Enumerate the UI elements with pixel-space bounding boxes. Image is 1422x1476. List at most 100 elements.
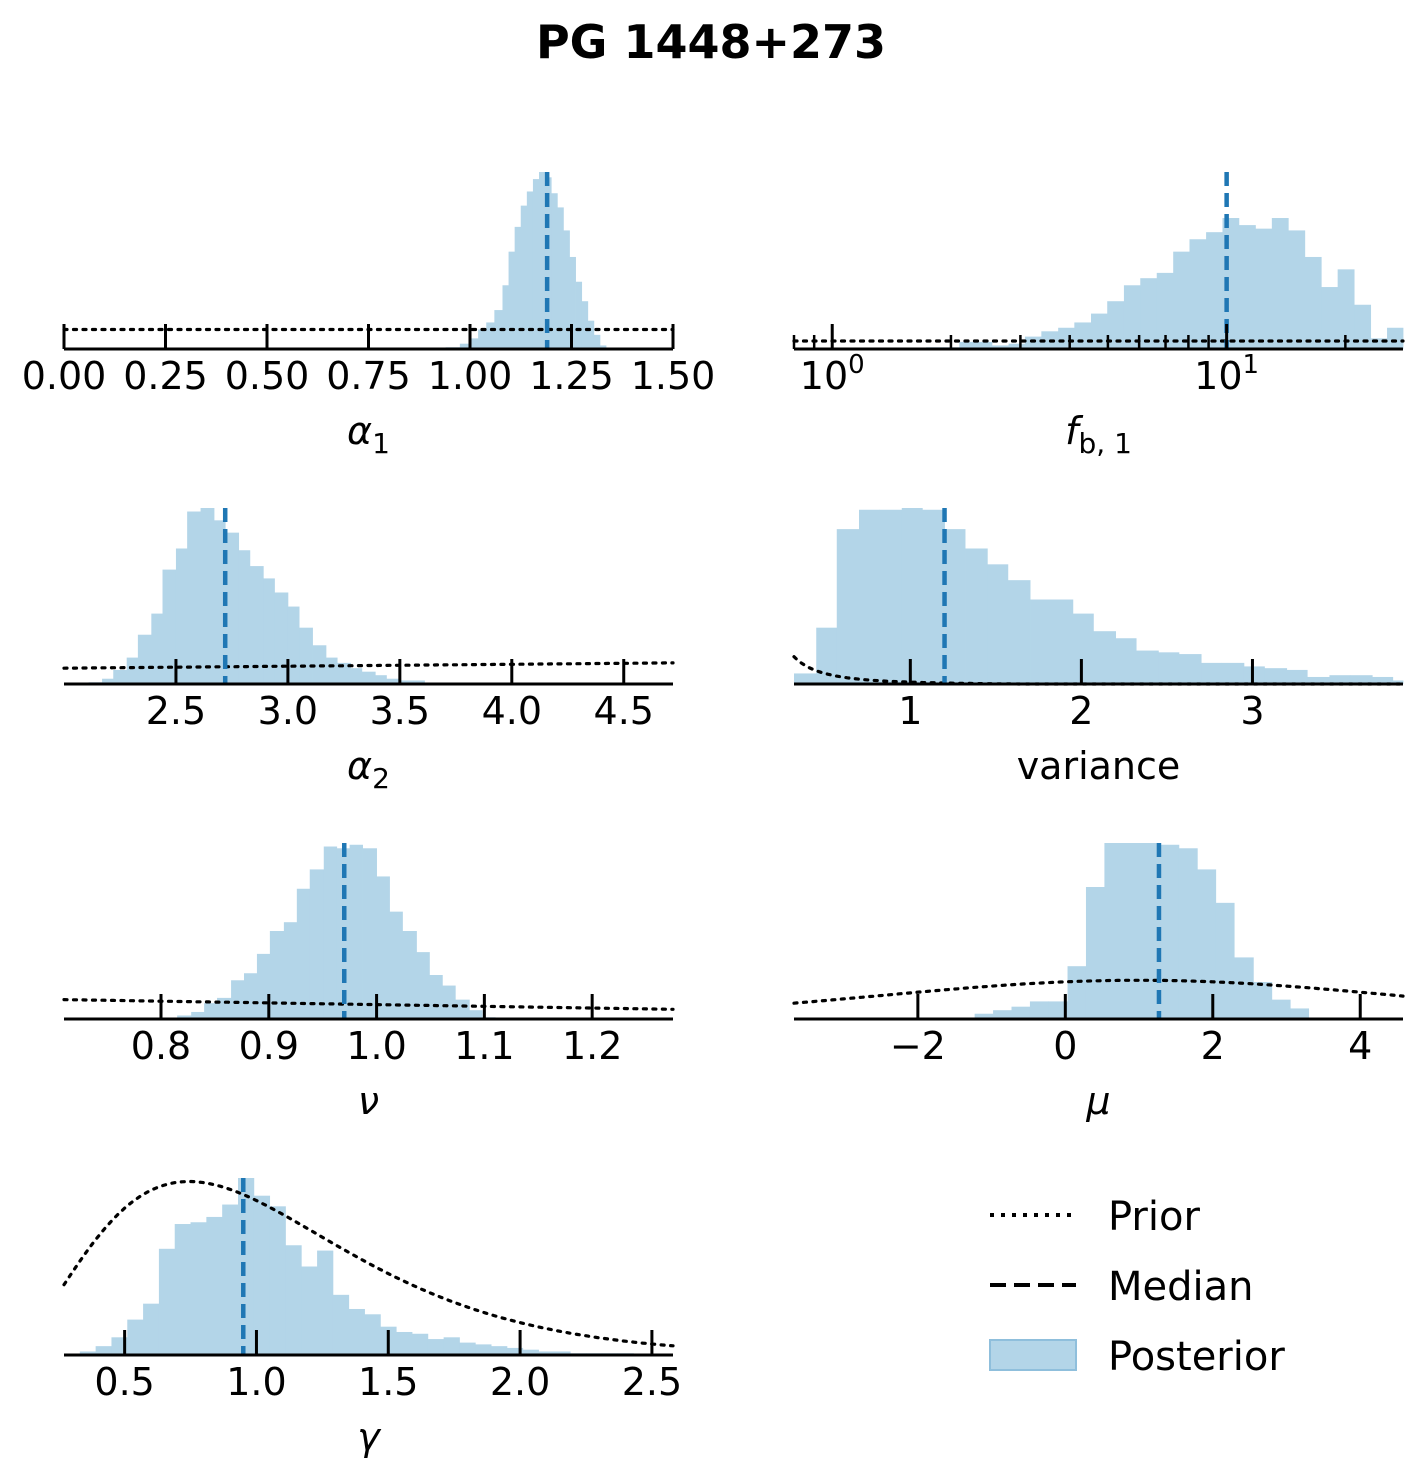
posterior-bar: [158, 1248, 176, 1355]
posterior-bar: [389, 911, 403, 1019]
posterior-bar: [1201, 662, 1223, 684]
posterior-bar: [491, 1346, 508, 1355]
posterior-bar: [1307, 676, 1330, 684]
posterior-bar: [1104, 843, 1124, 1019]
posterior-bar: [459, 343, 471, 349]
posterior-bar: [249, 566, 264, 684]
posterior-bar: [332, 1294, 350, 1355]
posterior-bar: [427, 1339, 445, 1355]
posterior-bar: [1173, 251, 1190, 349]
posterior-bar: [1238, 225, 1256, 349]
posterior-bar: [162, 569, 177, 684]
x-tick-label: 1.50: [631, 354, 716, 398]
posterior-bar: [1090, 313, 1108, 349]
posterior-bar: [1085, 887, 1105, 1019]
posterior-bar: [859, 509, 880, 684]
posterior-bar: [301, 1266, 318, 1355]
legend-prior-label: Prior: [1108, 1194, 1200, 1240]
prior-curve: [62, 1179, 675, 1348]
posterior-bar: [399, 680, 414, 684]
x-tick-label: 3.0: [258, 689, 318, 733]
posterior-bar: [459, 1342, 476, 1355]
posterior-bar: [231, 980, 245, 1019]
posterior-bar: [1206, 232, 1223, 349]
legend-posterior-label: Posterior: [1108, 1334, 1285, 1380]
posterior-bar: [287, 606, 300, 684]
posterior-bar: [538, 1351, 555, 1355]
posterior-bar: [1107, 301, 1125, 349]
posterior-bar: [1136, 650, 1159, 684]
posterior-bar: [944, 529, 966, 684]
posterior-bar: [337, 662, 351, 684]
posterior-bar: [416, 952, 430, 1019]
posterior-bar: [478, 329, 487, 349]
figure-title: PG 1448+273: [536, 15, 886, 69]
posterior-bar: [443, 1337, 460, 1355]
posterior-bar: [879, 509, 903, 684]
posterior-bar: [191, 1011, 205, 1019]
posterior-bar: [1067, 966, 1087, 1019]
posterior-bar: [348, 1308, 365, 1355]
x-tick-label: 3.5: [370, 689, 430, 733]
legend-posterior-patch: [989, 1339, 1077, 1371]
x-axis-label: fb, 1: [1065, 409, 1132, 460]
x-tick-label: 0.50: [225, 354, 310, 398]
panel-alpha2: 2.5 3.0 3.5 4.0 4.5 α2: [62, 508, 675, 795]
posterior-bar: [204, 1003, 218, 1019]
posterior-bar: [1354, 304, 1372, 349]
posterior-bar: [1215, 902, 1235, 1019]
posterior-bar: [1141, 843, 1161, 1019]
x-tick-label: 4.0: [482, 689, 542, 733]
posterior-bar: [79, 1351, 97, 1355]
posterior-bar: [412, 1333, 429, 1355]
posterior-bar: [362, 848, 377, 1019]
posterior-bar: [508, 251, 516, 349]
posterior-bar: [200, 508, 215, 684]
posterior-bar: [991, 345, 1009, 349]
posterior-bar: [1029, 1001, 1049, 1019]
x-tick-label: 3: [1240, 689, 1264, 733]
x-axis-label: γ: [357, 1415, 382, 1459]
posterior-bar: [1372, 676, 1394, 684]
posterior-bar: [127, 1319, 144, 1355]
posterior-bar: [102, 678, 114, 684]
posterior-bar: [402, 931, 417, 1019]
posterior-bar: [514, 226, 522, 349]
x-tick-label: 1.00: [428, 354, 513, 398]
posterior-bar: [283, 922, 298, 1019]
posterior-bar: [1253, 982, 1273, 1019]
posterior-bar: [274, 592, 289, 684]
posterior-bar: [95, 1346, 112, 1355]
posterior-bar: [469, 1010, 483, 1019]
x-tick-label: 4: [1348, 1024, 1372, 1068]
x-tick-label: 2.5: [146, 689, 206, 733]
posterior-bar: [317, 1250, 334, 1355]
posterior-bar: [1234, 957, 1254, 1019]
legend: Prior Median Posterior: [989, 1194, 1285, 1380]
panel-variance: 1 2 3 variance: [792, 508, 1405, 788]
posterior-bar: [975, 341, 993, 349]
x-tick-label: 0.00: [22, 354, 107, 398]
posterior-bar: [1093, 631, 1117, 684]
posterior-bar: [965, 548, 988, 684]
posterior-bar: [222, 1204, 239, 1355]
posterior-bar: [1024, 336, 1042, 349]
posterior-bar: [1243, 666, 1265, 684]
x-tick-label: −2: [890, 1024, 946, 1068]
x-axis-label: variance: [1017, 744, 1181, 788]
posterior-bar: [1271, 999, 1291, 1019]
posterior-bar: [361, 671, 376, 684]
x-tick-label: 0.8: [131, 1024, 191, 1068]
posterior-bar: [557, 207, 564, 349]
posterior-bar: [987, 564, 1009, 684]
posterior-bar: [253, 1195, 271, 1355]
x-tick-label: 100: [800, 350, 865, 398]
posterior-bar: [1160, 844, 1180, 1019]
x-axis-label: α1: [347, 409, 390, 460]
posterior-bar: [1189, 239, 1207, 349]
posterior-bar: [1178, 654, 1202, 684]
posterior-bar: [575, 281, 583, 349]
posterior-bar: [1074, 322, 1092, 349]
posterior-bar: [502, 285, 509, 349]
posterior-bar: [1337, 269, 1355, 349]
